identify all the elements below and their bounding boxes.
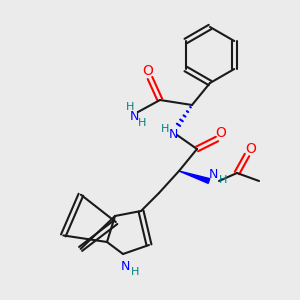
Text: H: H <box>219 175 227 185</box>
Text: O: O <box>246 142 256 156</box>
Text: O: O <box>142 64 153 78</box>
Text: H: H <box>131 267 139 277</box>
Text: N: N <box>120 260 130 272</box>
Text: H: H <box>126 102 134 112</box>
Text: N: N <box>168 128 178 142</box>
Text: N: N <box>208 169 218 182</box>
Text: H: H <box>161 124 169 134</box>
Polygon shape <box>179 171 210 183</box>
Text: H: H <box>138 118 146 128</box>
Text: O: O <box>216 126 226 140</box>
Text: N: N <box>129 110 139 122</box>
